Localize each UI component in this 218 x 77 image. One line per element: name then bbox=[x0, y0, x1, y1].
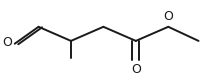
Text: O: O bbox=[163, 10, 173, 23]
Text: O: O bbox=[2, 36, 12, 49]
Text: O: O bbox=[131, 63, 141, 76]
